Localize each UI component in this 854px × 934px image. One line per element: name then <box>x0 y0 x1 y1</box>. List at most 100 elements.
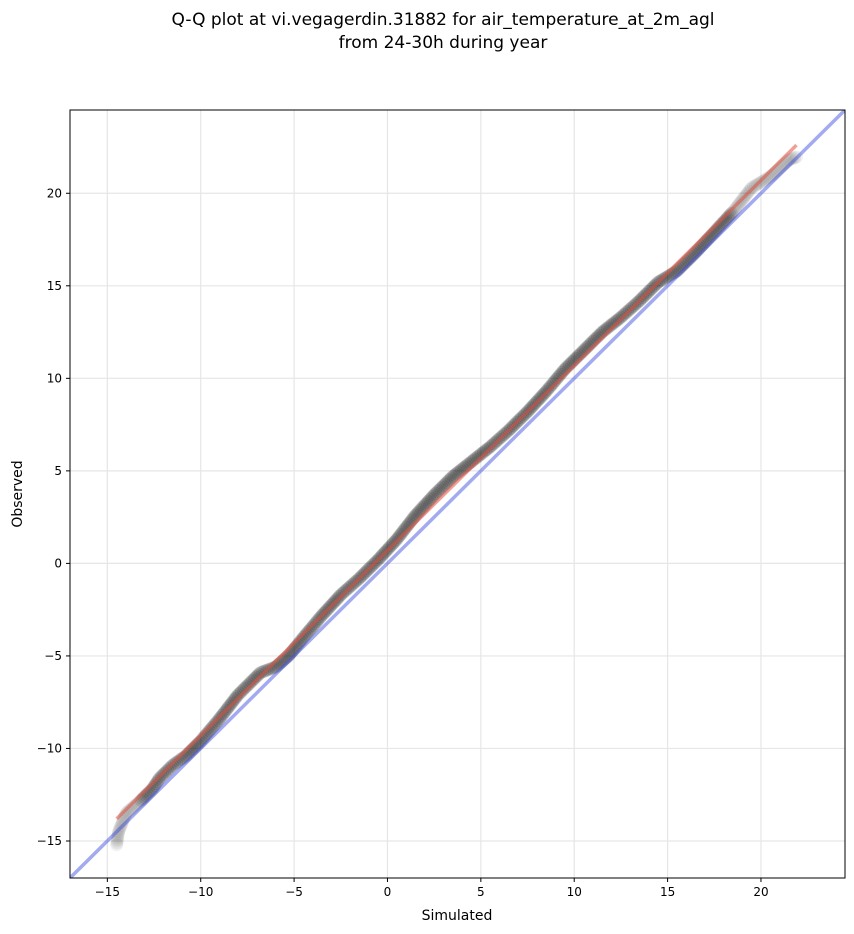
quantile-point-101 <box>250 669 264 683</box>
y-axis-label: Observed <box>10 460 26 527</box>
quantile-point-218 <box>427 488 441 502</box>
quantile-point-48 <box>171 754 185 768</box>
chart-title-line-1: Q-Q plot at vi.vegagerdin.31882 for air_… <box>171 10 714 30</box>
quantile-point-3 <box>111 831 125 845</box>
reference-lines <box>70 110 845 878</box>
y-tick-label-7: 20 <box>47 186 62 200</box>
quantile-point-228 <box>443 473 457 486</box>
quantile-point-102 <box>252 667 266 681</box>
quantile-point-295 <box>549 372 563 386</box>
quantile-point-230 <box>446 469 460 483</box>
quantile-point-225 <box>438 477 452 491</box>
quantile-point-5 <box>111 827 125 841</box>
quantile-point-132 <box>301 625 315 639</box>
quantile-point-248 <box>476 445 490 459</box>
x-tick-label-5: 10 <box>567 885 582 899</box>
quantile-point-410 <box>730 200 744 214</box>
quantile-point-222 <box>433 482 447 496</box>
quantile-point-195 <box>395 526 409 539</box>
quantile-point-193 <box>393 529 406 543</box>
quantile-point-428 <box>758 173 772 187</box>
quantile-point-108 <box>264 662 278 676</box>
quantile-point-407 <box>726 205 740 219</box>
quantile-point-98 <box>246 673 260 687</box>
quantile-point-445 <box>788 151 802 165</box>
quantile-point-71 <box>207 719 221 733</box>
quantile-point-219 <box>429 486 443 500</box>
quantile-point-1 <box>110 836 124 849</box>
quantile-point-90 <box>233 686 247 700</box>
x-axis-ticks: −15 −10 −5 0 5 10 15 20 <box>95 878 769 899</box>
quantile-point-96 <box>243 677 256 690</box>
y-tick-label-5: 10 <box>47 371 62 385</box>
quantile-point-35 <box>150 775 164 789</box>
x-tick-label-1: −10 <box>188 885 213 899</box>
x-tick-label-0: −15 <box>95 885 120 899</box>
quantile-point-229 <box>444 471 458 485</box>
quantile-point-91 <box>234 685 248 699</box>
quantile-point-133 <box>302 624 316 638</box>
quantile-point-47 <box>169 756 183 769</box>
quantile-point-294 <box>548 374 562 388</box>
quantile-point-95 <box>241 678 255 692</box>
quantile-point-224 <box>437 479 450 493</box>
quantile-point-0 <box>110 838 124 852</box>
quantile-point-93 <box>238 681 252 695</box>
quantile-point-2 <box>110 833 124 847</box>
y-tick-label-3: 0 <box>54 556 62 570</box>
quantile-point-8 <box>113 821 127 835</box>
y-tick-label-1: −10 <box>37 741 62 755</box>
quantile-point-363 <box>659 271 673 285</box>
quantile-point-333 <box>609 314 623 328</box>
quantile-point-69 <box>204 722 218 736</box>
quantile-point-226 <box>440 476 454 490</box>
quantile-point-15 <box>119 806 133 820</box>
x-tick-label-3: 0 <box>384 885 392 899</box>
y-tick-label-4: 5 <box>54 464 62 478</box>
quantile-point-406 <box>725 206 738 220</box>
quantile-point-87 <box>228 691 242 705</box>
quantile-point-409 <box>729 201 743 215</box>
quantile-point-10 <box>115 817 129 830</box>
quantile-point-72 <box>208 717 222 731</box>
quantile-point-364 <box>661 270 675 284</box>
quantile-point-250 <box>480 443 494 456</box>
quantile-point-249 <box>478 444 492 458</box>
quantile-point-408 <box>727 203 741 217</box>
quantile-point-446 <box>789 150 803 164</box>
grid-lines <box>70 110 845 878</box>
quantile-point-70 <box>205 720 219 734</box>
quantile-point-444 <box>786 152 800 165</box>
quantile-point-227 <box>441 474 455 488</box>
quantile-point-196 <box>397 524 410 538</box>
quantile-point-88 <box>230 690 244 703</box>
y-axis-ticks: −15 −10 −5 0 5 10 15 20 <box>37 186 70 848</box>
quantile-point-49 <box>173 753 187 767</box>
quantile-point-68 <box>202 724 216 738</box>
quantile-point-332 <box>607 316 621 330</box>
quantile-point-246 <box>473 448 487 462</box>
quantile-point-131 <box>299 627 313 641</box>
quantile-point-7 <box>112 823 126 837</box>
quantile-point-34 <box>149 777 163 791</box>
quantile-point-9 <box>114 819 128 833</box>
quantile-point-103 <box>254 666 267 680</box>
quantile-point-129 <box>296 630 310 644</box>
quantile-point-291 <box>544 379 557 393</box>
quantile-point-194 <box>394 527 408 541</box>
chart-title-line-2: from 24-30h during year <box>339 33 548 53</box>
y-tick-label-0: −15 <box>37 834 62 848</box>
quantile-point-330 <box>604 318 618 332</box>
quantile-point-220 <box>430 485 444 499</box>
x-axis-label: Simulated <box>422 908 493 924</box>
fit-line <box>115 143 798 821</box>
quantile-point-427 <box>756 174 770 188</box>
quantile-point-89 <box>231 688 245 702</box>
quantile-point-100 <box>249 670 263 684</box>
y-tick-label-6: 15 <box>47 279 62 293</box>
x-tick-label-4: 5 <box>477 885 485 899</box>
quantile-point-4 <box>111 829 125 843</box>
quantile-point-6 <box>112 825 126 839</box>
quantile-point-16 <box>121 805 135 819</box>
quantile-point-292 <box>545 378 559 391</box>
